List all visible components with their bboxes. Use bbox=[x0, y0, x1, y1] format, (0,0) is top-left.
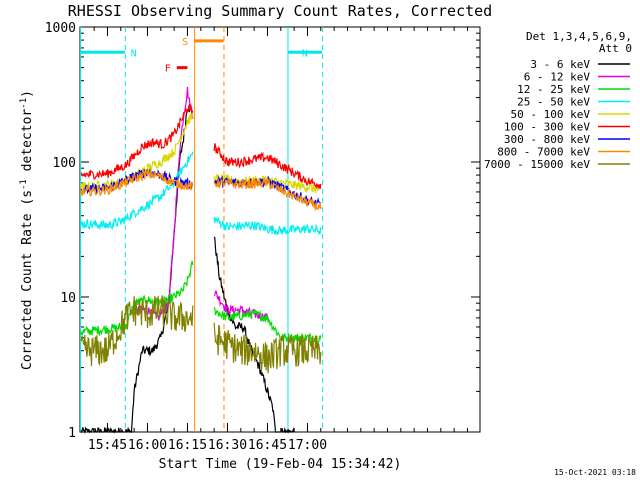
legend-label: 6 - 12 keV bbox=[524, 71, 591, 84]
y-axis-label-sup2: -1 bbox=[19, 98, 29, 109]
legend-label: 300 - 800 keV bbox=[504, 133, 590, 146]
series-line bbox=[80, 151, 322, 236]
legend-header-line2: Att 0 bbox=[599, 42, 632, 55]
series-line bbox=[80, 295, 322, 374]
legend-label: 50 - 100 keV bbox=[511, 108, 591, 121]
legend-label: 25 - 50 keV bbox=[517, 96, 590, 109]
y-tick-label: 1 bbox=[68, 426, 76, 441]
y-tick-label: 100 bbox=[53, 156, 76, 171]
x-tick-label: 16:15 bbox=[168, 438, 207, 453]
x-tick-label: 16:45 bbox=[248, 438, 287, 453]
x-tick-label: 16:00 bbox=[128, 438, 167, 453]
y-tick-label: 10 bbox=[60, 291, 76, 306]
flag-label-N: N bbox=[131, 48, 137, 59]
legend-label: 3 - 6 keV bbox=[530, 58, 590, 71]
flag-bars: N N S F bbox=[80, 27, 324, 432]
series-line bbox=[80, 103, 322, 190]
legend-label: 12 - 25 keV bbox=[517, 83, 590, 96]
x-axis-label: Start Time (19-Feb-04 15:34:42) bbox=[159, 457, 402, 472]
y-axis-label-sup1: -1 bbox=[19, 179, 29, 190]
y-axis-label-mid: detector bbox=[20, 109, 35, 180]
series-line bbox=[80, 113, 322, 194]
chart-title: RHESSI Observing Summary Count Rates, Co… bbox=[68, 2, 492, 20]
legend-header-line1: Det 1,3,4,5,6,9, bbox=[526, 30, 632, 43]
flag-label-F: F bbox=[165, 64, 171, 75]
series-line bbox=[80, 169, 322, 211]
x-tick-label: 17:00 bbox=[288, 438, 327, 453]
series-lines bbox=[80, 86, 322, 435]
y-tick-labels: 1 10 100 1000 bbox=[45, 21, 76, 441]
flag-label-N: N bbox=[302, 48, 308, 59]
y-axis-label-main: Corrected Count Rate (s bbox=[20, 190, 35, 370]
flag-label-S: S bbox=[182, 37, 188, 48]
y-axis-label: Corrected Count Rate (s-1 detector-1) bbox=[19, 90, 35, 370]
legend-label: 7000 - 15000 keV bbox=[484, 158, 590, 171]
series-line bbox=[133, 86, 269, 322]
x-tick-label: 15:45 bbox=[88, 438, 127, 453]
y-tick-label: 1000 bbox=[45, 21, 76, 36]
timestamp-label: 15-Oct-2021 03:18 bbox=[554, 468, 636, 477]
legend-label: 800 - 7000 keV bbox=[497, 146, 590, 159]
x-tick-label: 16:30 bbox=[208, 438, 247, 453]
legend-label: 100 - 300 keV bbox=[504, 121, 590, 134]
x-tick-labels: 15:45 16:00 16:15 16:30 16:45 17:00 bbox=[88, 438, 327, 453]
y-axis-label-end: ) bbox=[20, 90, 35, 98]
